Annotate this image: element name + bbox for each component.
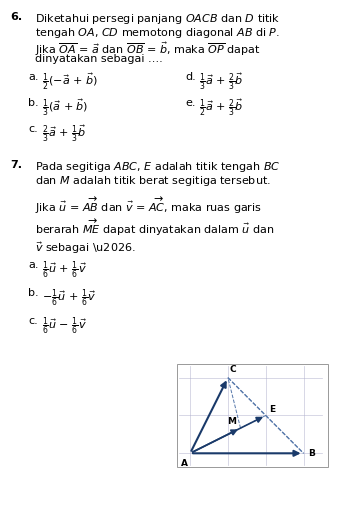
Text: a.: a.	[28, 260, 38, 270]
Text: c.: c.	[28, 316, 38, 326]
Text: berarah $\overrightarrow{ME}$ dapat dinyatakan dalam $\vec{u}$ dan: berarah $\overrightarrow{ME}$ dapat diny…	[35, 218, 274, 238]
Text: a.: a.	[28, 72, 38, 82]
Text: $\frac{1}{6}\vec{u}$ + $\frac{1}{6}\vec{v}$: $\frac{1}{6}\vec{u}$ + $\frac{1}{6}\vec{…	[42, 260, 87, 281]
Text: d.: d.	[185, 72, 196, 82]
Text: $\frac{1}{2}\vec{a}$ + $\frac{2}{3}\vec{b}$: $\frac{1}{2}\vec{a}$ + $\frac{2}{3}\vec{…	[199, 98, 244, 118]
Text: Jika $\overline{OA}$ = $\vec{a}$ dan $\overline{OB}$ = $\vec{b}$, maka $\overlin: Jika $\overline{OA}$ = $\vec{a}$ dan $\o…	[35, 40, 261, 58]
Text: dan $M$ adalah titik berat segitiga tersebut.: dan $M$ adalah titik berat segitiga ters…	[35, 174, 271, 188]
Text: M: M	[227, 417, 236, 426]
Text: C: C	[230, 365, 237, 374]
Text: $\vec{v}$ sebagai \u2026.: $\vec{v}$ sebagai \u2026.	[35, 240, 135, 256]
Text: E: E	[269, 405, 275, 414]
Text: $-\frac{1}{6}\vec{u}$ + $\frac{1}{6}\vec{v}$: $-\frac{1}{6}\vec{u}$ + $\frac{1}{6}\vec…	[42, 288, 96, 310]
Text: 7.: 7.	[10, 160, 22, 170]
Text: b.: b.	[28, 98, 39, 108]
Text: dinyatakan sebagai ….: dinyatakan sebagai ….	[35, 54, 163, 64]
Text: c.: c.	[28, 124, 38, 134]
Text: $\frac{1}{3}\vec{a}$ + $\frac{2}{3}\vec{b}$: $\frac{1}{3}\vec{a}$ + $\frac{2}{3}\vec{…	[199, 72, 244, 92]
Text: $\frac{1}{2}(-\vec{a}$ + $\vec{b})$: $\frac{1}{2}(-\vec{a}$ + $\vec{b})$	[42, 72, 98, 92]
Text: A: A	[181, 459, 188, 468]
Text: 6.: 6.	[10, 12, 22, 22]
Text: $\frac{1}{3}(\vec{a}$ + $\vec{b})$: $\frac{1}{3}(\vec{a}$ + $\vec{b})$	[42, 98, 88, 118]
Text: Jika $\vec{u}$ = $\overrightarrow{AB}$ dan $\vec{v}$ = $\overrightarrow{AC}$, ma: Jika $\vec{u}$ = $\overrightarrow{AB}$ d…	[35, 196, 262, 216]
Text: b.: b.	[28, 288, 39, 298]
Text: e.: e.	[185, 98, 195, 108]
Text: Diketahui persegi panjang $OACB$ dan $D$ titik: Diketahui persegi panjang $OACB$ dan $D$…	[35, 12, 280, 26]
Text: tengah $OA$, $CD$ memotong diagonal $AB$ di $P$.: tengah $OA$, $CD$ memotong diagonal $AB$…	[35, 26, 280, 40]
Text: $\frac{1}{6}\vec{u}$ $-$ $\frac{1}{6}\vec{v}$: $\frac{1}{6}\vec{u}$ $-$ $\frac{1}{6}\ve…	[42, 316, 87, 337]
Text: B: B	[308, 449, 315, 458]
Text: Pada segitiga $ABC$, $E$ adalah titik tengah $BC$: Pada segitiga $ABC$, $E$ adalah titik te…	[35, 160, 280, 174]
Text: $\frac{2}{3}\vec{a}$ + $\frac{1}{3}\vec{b}$: $\frac{2}{3}\vec{a}$ + $\frac{1}{3}\vec{…	[42, 124, 87, 144]
